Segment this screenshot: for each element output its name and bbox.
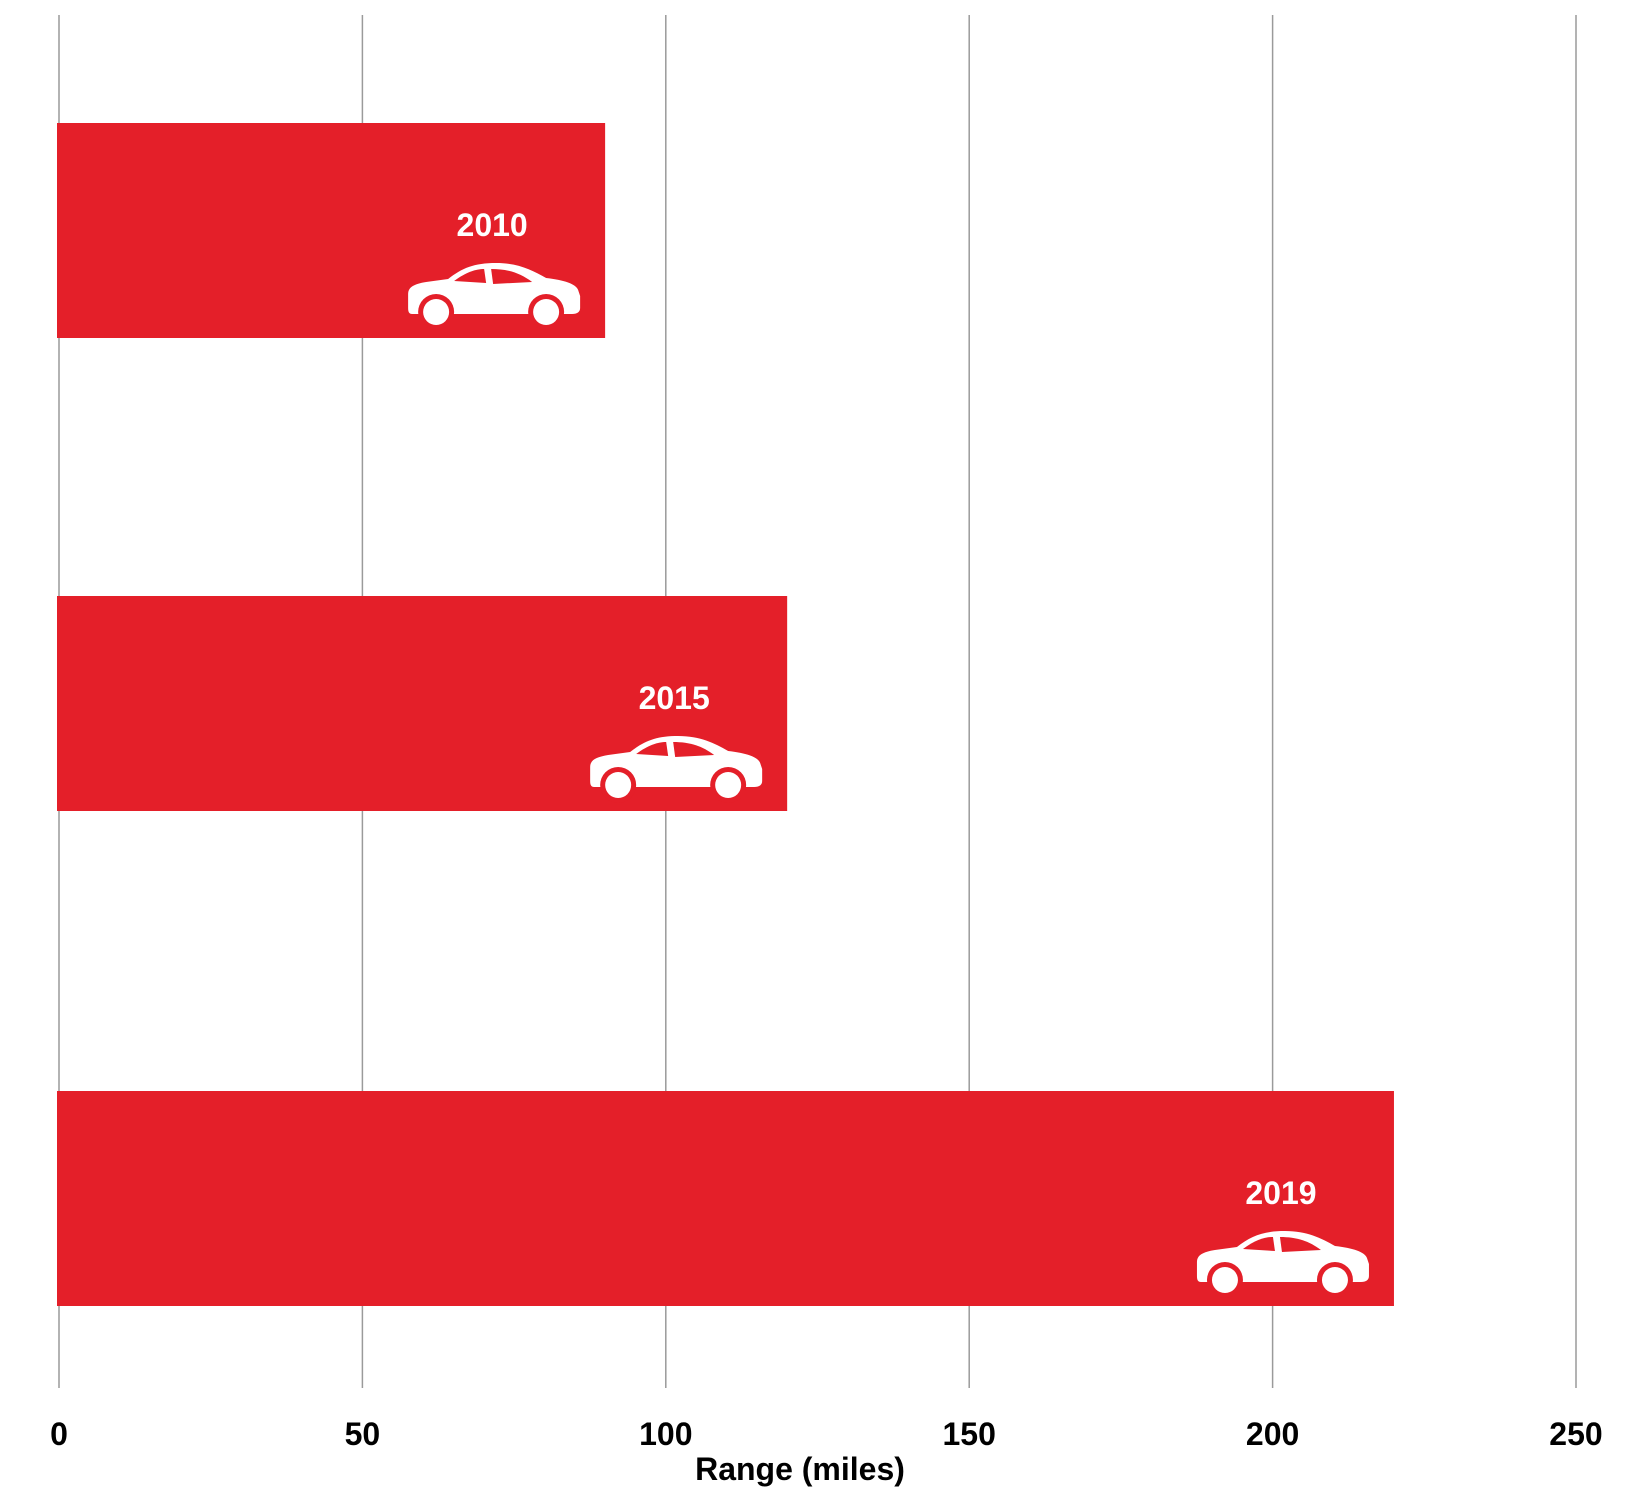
x-tick-label: 100: [639, 1416, 692, 1452]
car-icon: [1196, 1231, 1369, 1298]
bars: 2010 2015 2019: [57, 123, 1394, 1306]
bar-label: 2015: [639, 680, 710, 716]
x-axis-ticks: 0 50 100 150 200 250: [50, 1416, 1603, 1452]
x-tick-label: 0: [50, 1416, 68, 1452]
x-tick-label: 50: [345, 1416, 381, 1452]
x-tick-label: 250: [1549, 1416, 1602, 1452]
x-tick-label: 200: [1246, 1416, 1299, 1452]
bar-2019: [57, 1091, 1394, 1306]
car-icon: [590, 736, 763, 803]
x-axis-title: Range (miles): [695, 1451, 905, 1487]
bar-label: 2010: [457, 207, 528, 243]
x-tick-label: 150: [943, 1416, 996, 1452]
bar-label: 2019: [1245, 1175, 1316, 1211]
car-icon: [408, 263, 581, 330]
